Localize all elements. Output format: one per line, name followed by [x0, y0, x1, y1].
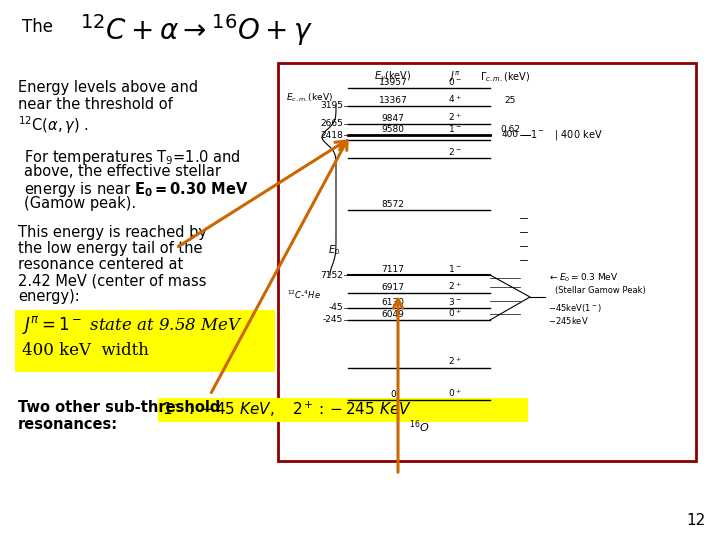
Text: resonances:: resonances: — [18, 417, 118, 432]
Text: -245: -245 — [323, 315, 343, 325]
Text: $E_0$: $E_0$ — [328, 243, 340, 257]
Text: The: The — [22, 18, 53, 36]
Text: $^{16}O$: $^{16}O$ — [409, 418, 429, 435]
Text: (Gamow peak).: (Gamow peak). — [24, 196, 136, 211]
Text: 6049: 6049 — [382, 310, 405, 319]
Text: 7117: 7117 — [382, 265, 405, 274]
Text: 2418: 2418 — [320, 131, 343, 139]
Text: For temperatures T$_9$=1.0 and: For temperatures T$_9$=1.0 and — [24, 148, 241, 167]
Text: 8572: 8572 — [382, 200, 405, 209]
Text: 9847: 9847 — [382, 114, 405, 123]
Text: This energy is reached by: This energy is reached by — [18, 225, 207, 240]
Text: $1^-: -45\ KeV,\quad 2^+: -245\ KeV$: $1^-: -45\ KeV,\quad 2^+: -245\ KeV$ — [162, 400, 412, 419]
Text: $-45$keV$(1^-)$: $-45$keV$(1^-)$ — [548, 302, 602, 314]
Text: 2$^+$: 2$^+$ — [448, 280, 462, 292]
Text: 25: 25 — [504, 96, 516, 105]
Text: 6130: 6130 — [382, 298, 405, 307]
Text: $^{12}$C($\alpha,\gamma$) .: $^{12}$C($\alpha,\gamma$) . — [18, 114, 89, 136]
Text: 2665: 2665 — [320, 119, 343, 129]
Text: 4$^+$: 4$^+$ — [448, 93, 462, 105]
Text: 3195: 3195 — [320, 102, 343, 111]
Text: 9580: 9580 — [382, 125, 405, 134]
Text: 1$^-$   | 400 keV: 1$^-$ | 400 keV — [530, 128, 603, 142]
Bar — [15, 310, 275, 372]
Text: resonance centered at: resonance centered at — [18, 257, 184, 272]
Text: $^{12}C + \alpha \rightarrow ^{16}O + \gamma$: $^{12}C + \alpha \rightarrow ^{16}O + \g… — [80, 12, 313, 48]
Text: 1$^-$: 1$^-$ — [448, 263, 462, 274]
Text: (Stellar Gamow Peak): (Stellar Gamow Peak) — [555, 286, 646, 294]
Text: -45: -45 — [328, 303, 343, 313]
Text: 2$^-$: 2$^-$ — [448, 146, 462, 157]
Text: $E_\gamma$(keV): $E_\gamma$(keV) — [374, 70, 412, 84]
Text: 0$^+$: 0$^+$ — [448, 387, 462, 399]
Text: energy is near $\mathbf{E_0}\mathbf{=0.30\ MeV}$: energy is near $\mathbf{E_0}\mathbf{=0.3… — [24, 180, 248, 199]
Text: $^{12}C$-$^4He$: $^{12}C$-$^4He$ — [287, 289, 321, 301]
Text: $\leftarrow E_0 = 0.3$ MeV: $\leftarrow E_0 = 0.3$ MeV — [548, 272, 618, 284]
Text: 1$^-$: 1$^-$ — [448, 123, 462, 134]
Text: 6917: 6917 — [382, 283, 405, 292]
Text: near the threshold of: near the threshold of — [18, 97, 173, 112]
Text: $\Gamma_{c.m.}$(keV): $\Gamma_{c.m.}$(keV) — [480, 70, 530, 84]
Text: $J^\pi$: $J^\pi$ — [449, 70, 461, 84]
Text: 0$^+$: 0$^+$ — [448, 307, 462, 319]
Text: 7152: 7152 — [320, 271, 343, 280]
Text: 2$^+$: 2$^+$ — [448, 111, 462, 123]
Text: 0$^-$: 0$^-$ — [448, 76, 462, 87]
Text: 2.42 MeV (center of mass: 2.42 MeV (center of mass — [18, 273, 207, 288]
Text: 0.62: 0.62 — [500, 125, 520, 134]
Text: 3$^-$: 3$^-$ — [448, 296, 462, 307]
Text: 0: 0 — [390, 390, 396, 399]
Text: 12: 12 — [687, 513, 706, 528]
Text: 13957: 13957 — [379, 78, 408, 87]
Text: 2$^+$: 2$^+$ — [448, 355, 462, 367]
Text: 400: 400 — [501, 130, 518, 139]
Text: 13367: 13367 — [379, 96, 408, 105]
Bar — [278, 63, 696, 461]
Text: 400 keV  width: 400 keV width — [22, 342, 149, 359]
Text: $E_{c.m.}$(keV): $E_{c.m.}$(keV) — [287, 92, 333, 105]
Text: $J^\pi = 1^-$ state at 9.58 MeV: $J^\pi = 1^-$ state at 9.58 MeV — [22, 314, 243, 336]
Text: above, the effective stellar: above, the effective stellar — [24, 164, 221, 179]
Bar — [158, 398, 528, 422]
Text: $-245$keV: $-245$keV — [548, 314, 589, 326]
Text: the low energy tail of the: the low energy tail of the — [18, 241, 202, 256]
Text: Two other sub-threshold: Two other sub-threshold — [18, 400, 220, 415]
Text: Energy levels above and: Energy levels above and — [18, 80, 198, 95]
Text: energy):: energy): — [18, 289, 80, 304]
